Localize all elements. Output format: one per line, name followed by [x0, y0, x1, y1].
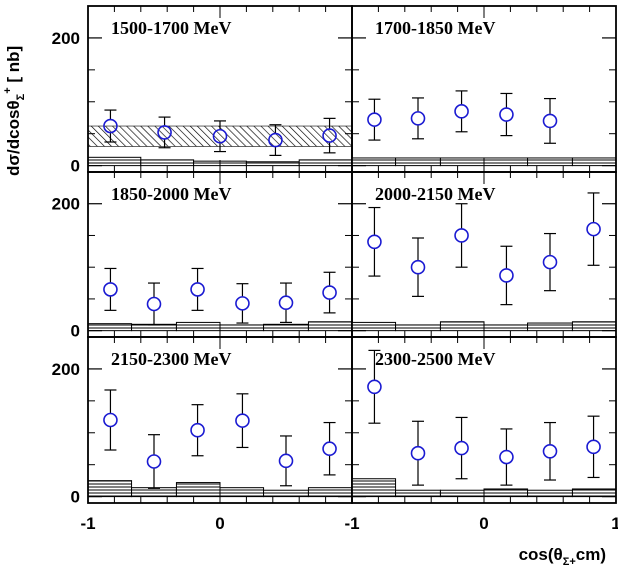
systematic-bar	[307, 487, 353, 498]
systematic-bar	[219, 324, 265, 332]
panel-title: 1500-1700 MeV	[111, 18, 231, 38]
panel-1: 1500-1700 MeV 0 200	[52, 5, 353, 176]
data-point	[499, 107, 514, 122]
y-tick-label: 200	[52, 29, 80, 48]
panel-4: 2000-2150 MeV	[351, 171, 617, 338]
systematic-bar	[175, 482, 221, 498]
systematic-bar	[439, 157, 485, 167]
panel-title: 2300-2500 MeV	[375, 349, 495, 369]
x-tick-label: 0	[479, 514, 488, 533]
panel-title: 1850-2000 MeV	[111, 184, 231, 204]
data-point	[103, 282, 118, 297]
data-point	[278, 295, 294, 311]
data-point	[454, 228, 469, 243]
systematic-bar	[87, 480, 133, 498]
data-point	[454, 440, 469, 456]
systematic-bar	[307, 321, 353, 332]
data-point	[410, 111, 426, 126]
data-point	[499, 449, 514, 465]
systematic-bar	[87, 323, 133, 332]
data-point	[367, 112, 382, 127]
panel-3: 1850-2000 MeV 0 200	[52, 171, 353, 341]
systematic-bar	[263, 323, 309, 332]
x-tick-label: 0	[215, 514, 224, 533]
panel-title: 1700-1850 MeV	[375, 18, 495, 38]
systematic-bar	[527, 322, 573, 332]
data-point	[454, 104, 469, 119]
panels-layer: 1500-1700 MeV 0 200 1700-1850 MeV 1850-2000 …	[52, 5, 617, 507]
systematic-bar	[219, 487, 265, 498]
systematic-bar	[175, 321, 221, 332]
data-point	[542, 443, 558, 459]
panel-title: 2150-2300 MeV	[111, 349, 231, 369]
systematic-bar	[140, 159, 195, 167]
data-point	[542, 254, 558, 270]
data-point	[586, 439, 601, 455]
data-point	[235, 413, 250, 428]
systematic-bar	[351, 321, 397, 332]
panel-5: 2150-2300 MeV 0 200	[52, 336, 353, 507]
systematic-bar	[395, 489, 441, 498]
data-point	[278, 453, 294, 469]
data-point	[367, 379, 382, 395]
x-axis-title: cos(θΣ+cm)	[519, 545, 606, 568]
data-point	[146, 296, 162, 312]
systematic-bar	[395, 324, 441, 332]
data-point	[410, 445, 426, 461]
systematic-bar	[571, 488, 617, 498]
systematic-bar	[263, 489, 309, 498]
x-tick-label: -1	[344, 514, 359, 533]
data-point	[367, 234, 382, 250]
y-tick-label: 0	[71, 157, 80, 176]
systematic-bar	[395, 157, 441, 167]
systematic-bar	[483, 324, 529, 332]
data-point	[542, 113, 558, 129]
x-tick-label: -1	[80, 514, 95, 533]
systematic-bar	[439, 489, 485, 498]
data-point	[322, 128, 337, 143]
data-point	[586, 221, 601, 237]
panel-frame	[351, 336, 617, 504]
y-tick-label: 200	[52, 195, 80, 214]
y-tick-label: 200	[52, 360, 80, 379]
data-point	[146, 454, 162, 469]
data-point	[103, 118, 118, 134]
systematic-bar	[483, 488, 529, 498]
systematic-bar	[87, 156, 142, 167]
data-point	[410, 259, 426, 275]
data-point	[157, 125, 172, 140]
data-point	[322, 285, 337, 300]
systematic-bar	[351, 157, 397, 167]
systematic-bar	[571, 321, 617, 332]
y-tick-label: 0	[71, 488, 80, 507]
x-tick-label: 1	[611, 514, 618, 533]
y-tick-label: 0	[71, 322, 80, 341]
systematic-bar	[298, 159, 353, 167]
data-point	[190, 422, 205, 438]
panel-title: 2000-2150 MeV	[375, 184, 495, 204]
data-point	[322, 441, 337, 457]
data-point	[235, 296, 250, 311]
systematic-bar	[245, 161, 300, 167]
systematic-bar	[483, 157, 529, 167]
systematic-bar	[571, 157, 617, 167]
data-point	[268, 132, 283, 148]
systematic-bar	[439, 321, 485, 332]
systematic-bar	[131, 487, 177, 498]
data-point	[190, 282, 205, 297]
panel-6: 2300-2500 MeV	[351, 336, 617, 504]
panel-2: 1700-1850 MeV	[351, 5, 617, 173]
data-point	[212, 128, 228, 144]
axes-layer: dσ/dcosθΣ+ [ nb] cos(θΣ+cm) -1 0 -1 0 1	[2, 46, 618, 568]
systematic-bar	[527, 157, 573, 167]
systematic-bar	[351, 478, 397, 498]
data-point	[103, 412, 118, 428]
data-point	[499, 268, 514, 283]
systematic-bar	[527, 489, 573, 498]
y-axis-title: dσ/dcosθΣ+ [ nb]	[2, 46, 27, 176]
